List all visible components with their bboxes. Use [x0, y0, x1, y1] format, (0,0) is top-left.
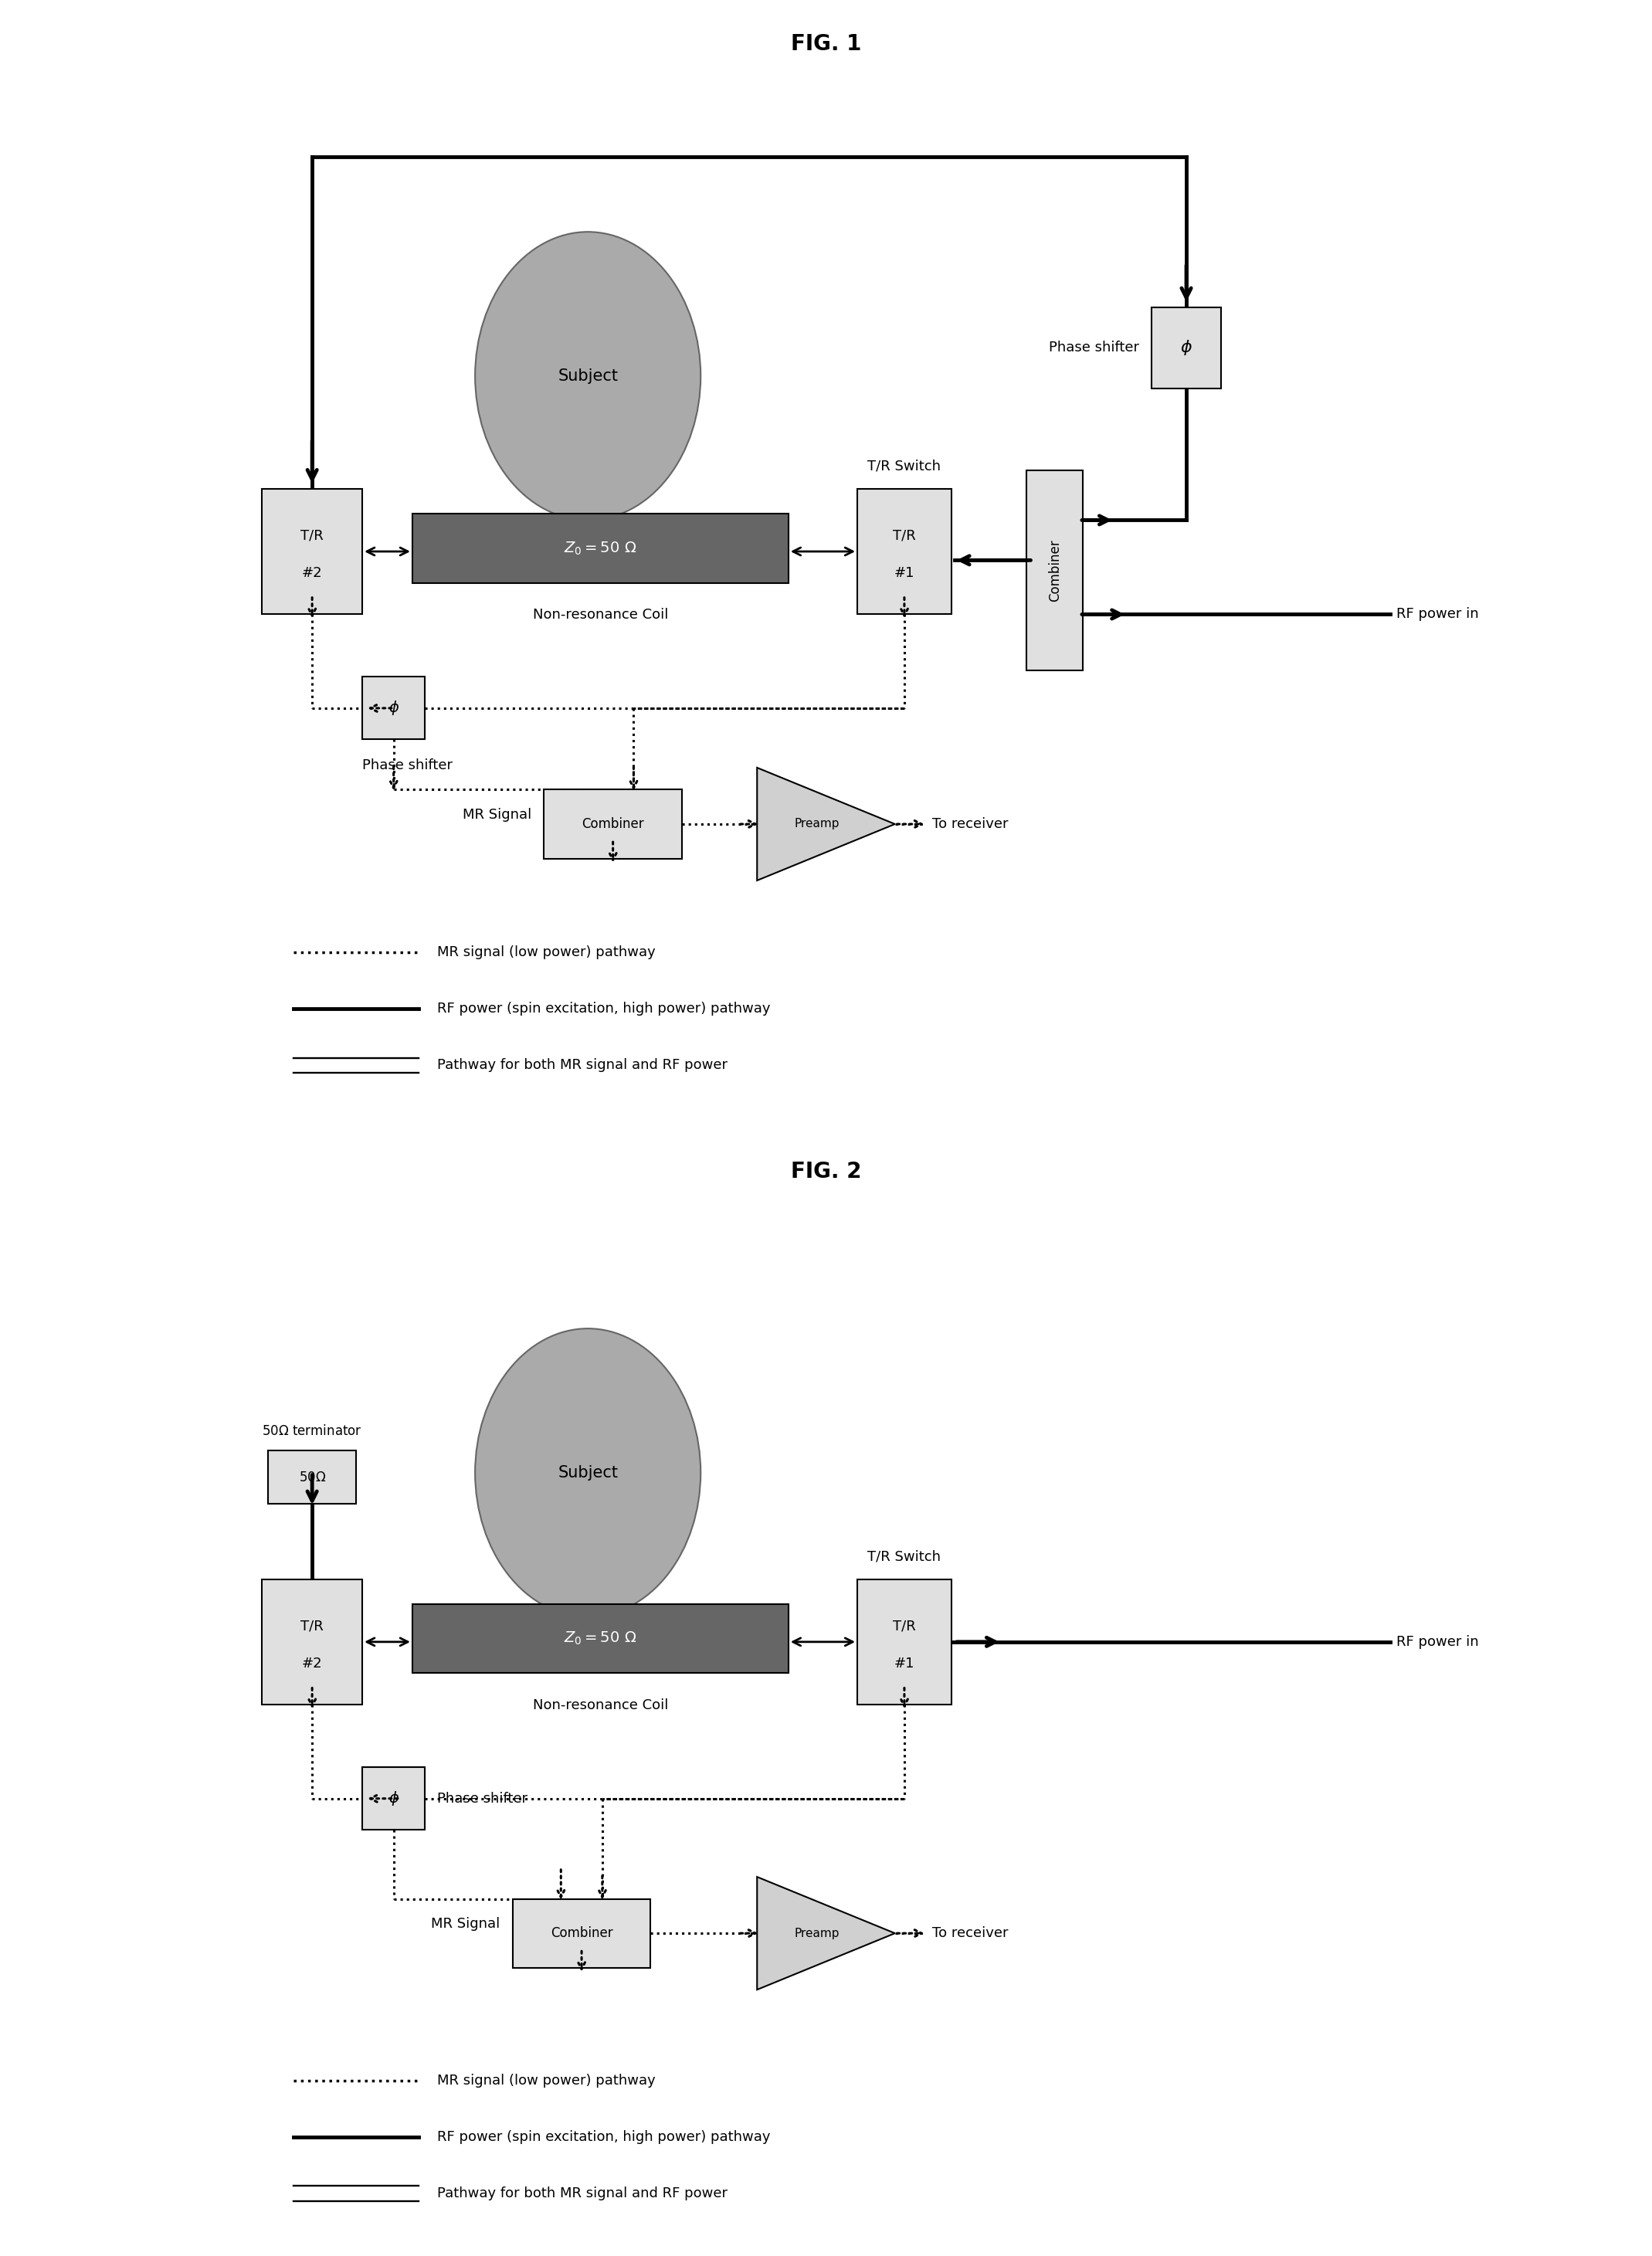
- Text: To receiver: To receiver: [932, 1927, 1009, 1940]
- Text: MR signal (low power) pathway: MR signal (low power) pathway: [438, 945, 656, 959]
- Text: Pathway for both MR signal and RF power: Pathway for both MR signal and RF power: [438, 2186, 729, 2200]
- Ellipse shape: [476, 232, 700, 521]
- Text: Subject: Subject: [558, 1464, 618, 1480]
- Text: MR Signal: MR Signal: [463, 808, 532, 821]
- FancyBboxPatch shape: [362, 1766, 425, 1830]
- Text: T/R: T/R: [301, 528, 324, 544]
- Text: 50$\Omega$ terminator: 50$\Omega$ terminator: [263, 1424, 362, 1439]
- Text: RF power (spin excitation, high power) pathway: RF power (spin excitation, high power) p…: [438, 2130, 771, 2143]
- Text: #2: #2: [302, 566, 322, 580]
- Text: $Z_0 = 50\ \Omega$: $Z_0 = 50\ \Omega$: [563, 539, 636, 557]
- FancyBboxPatch shape: [268, 1451, 357, 1505]
- Text: FIG. 1: FIG. 1: [791, 34, 861, 54]
- Text: $\phi$: $\phi$: [388, 1789, 400, 1807]
- FancyBboxPatch shape: [857, 490, 952, 614]
- FancyBboxPatch shape: [263, 490, 362, 614]
- FancyBboxPatch shape: [857, 1579, 952, 1706]
- Text: Combiner: Combiner: [582, 817, 644, 830]
- Text: RF power in: RF power in: [1396, 1636, 1479, 1649]
- FancyBboxPatch shape: [1026, 469, 1084, 670]
- Polygon shape: [757, 767, 895, 880]
- Text: T/R Switch: T/R Switch: [867, 460, 942, 474]
- Text: T/R: T/R: [301, 1620, 324, 1633]
- FancyBboxPatch shape: [362, 677, 425, 740]
- FancyBboxPatch shape: [263, 1579, 362, 1706]
- Text: T/R: T/R: [892, 528, 915, 544]
- FancyBboxPatch shape: [544, 790, 682, 860]
- Text: T/R: T/R: [892, 1620, 915, 1633]
- Text: Phase shifter: Phase shifter: [1049, 341, 1140, 354]
- Text: Phase shifter: Phase shifter: [362, 758, 453, 772]
- Polygon shape: [757, 1877, 895, 1990]
- Text: $\phi$: $\phi$: [388, 699, 400, 717]
- Text: FIG. 2: FIG. 2: [791, 1162, 861, 1182]
- Text: Preamp: Preamp: [795, 1927, 839, 1940]
- FancyBboxPatch shape: [413, 514, 788, 582]
- Text: MR Signal: MR Signal: [431, 1918, 501, 1931]
- Text: MR signal (low power) pathway: MR signal (low power) pathway: [438, 2073, 656, 2087]
- Ellipse shape: [476, 1329, 700, 1618]
- Text: RF power in: RF power in: [1396, 607, 1479, 620]
- Text: 50$\Omega$: 50$\Omega$: [299, 1471, 325, 1484]
- FancyBboxPatch shape: [512, 1900, 651, 1967]
- Text: Preamp: Preamp: [795, 819, 839, 830]
- Text: Subject: Subject: [558, 368, 618, 384]
- Text: #1: #1: [894, 1656, 915, 1672]
- Text: #2: #2: [302, 1656, 322, 1672]
- Text: $Z_0 = 50\ \Omega$: $Z_0 = 50\ \Omega$: [563, 1631, 636, 1647]
- Text: T/R Switch: T/R Switch: [867, 1550, 942, 1563]
- Text: To receiver: To receiver: [932, 817, 1009, 830]
- Text: Pathway for both MR signal and RF power: Pathway for both MR signal and RF power: [438, 1058, 729, 1072]
- FancyBboxPatch shape: [413, 1604, 788, 1674]
- Text: #1: #1: [894, 566, 915, 580]
- Text: Non-resonance Coil: Non-resonance Coil: [532, 1699, 667, 1712]
- Text: Phase shifter: Phase shifter: [438, 1791, 529, 1805]
- Text: RF power (spin excitation, high power) pathway: RF power (spin excitation, high power) p…: [438, 1002, 771, 1015]
- Text: Combiner: Combiner: [550, 1927, 613, 1940]
- Text: Combiner: Combiner: [1047, 539, 1062, 602]
- FancyBboxPatch shape: [1151, 307, 1221, 388]
- Text: Non-resonance Coil: Non-resonance Coil: [532, 607, 667, 623]
- Text: $\phi$: $\phi$: [1180, 338, 1193, 356]
